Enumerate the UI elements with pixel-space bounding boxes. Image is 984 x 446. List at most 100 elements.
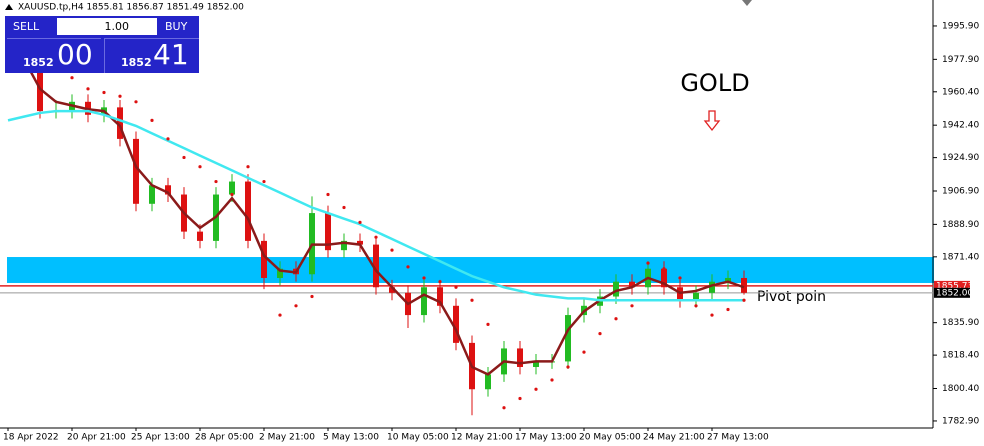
lot-value: 1.00 [104, 20, 130, 33]
symbol-header: XAUUSD.tp,H4 1855.81 1856.87 1851.49 185… [18, 3, 244, 13]
y-tick-label: 1871.40 [942, 252, 979, 262]
y-tick-label: 1924.90 [942, 153, 979, 163]
y-tick-label: 1977.90 [942, 55, 979, 65]
y-tick-label: 1800.40 [942, 384, 979, 394]
x-tick-label: 5 May 13:00 [323, 433, 379, 443]
x-tick-label: 20 Apr 21:00 [67, 433, 126, 443]
candle-body [565, 315, 571, 362]
lot-input[interactable]: 1.00 [57, 18, 157, 35]
y-tick-label: 1835.90 [942, 318, 979, 328]
candle-body [357, 240, 363, 245]
sar-dot [646, 261, 650, 265]
sar-dot [502, 406, 506, 410]
y-tick-label: 1906.90 [942, 187, 979, 197]
sar-dot [182, 155, 186, 160]
sar-dot [134, 100, 138, 104]
sar-dot [358, 220, 362, 224]
sar-dot [566, 365, 570, 369]
sar-dot [518, 396, 522, 401]
candle-body [693, 292, 699, 301]
candle-body [149, 185, 155, 204]
y-tick-label: 1942.40 [942, 121, 979, 131]
x-tick-label: 10 May 05:00 [387, 433, 449, 443]
candle-body [341, 240, 347, 251]
bid-box[interactable]: 1852 00 [7, 38, 101, 73]
sar-dot [214, 179, 218, 184]
sar-dot [486, 322, 490, 326]
sar-dot [598, 332, 602, 336]
sar-dot [166, 137, 170, 141]
y-tick-label: 1995.90 [942, 21, 979, 31]
sar-dot [118, 94, 122, 98]
level-label-box [934, 287, 970, 298]
annotation-pivot: Pivot poin [757, 289, 826, 305]
sar-dot [102, 90, 106, 95]
candle-body [437, 287, 443, 306]
candle-body [629, 281, 635, 288]
ask-main: 1852 [121, 56, 152, 69]
candle-body [485, 374, 491, 390]
bid-pips: 00 [57, 38, 93, 71]
candle-body [613, 281, 619, 297]
candle-body [453, 305, 459, 343]
candle-body [421, 287, 427, 316]
moving-average [7, 109, 744, 302]
sar-dot [390, 248, 394, 252]
sar-dot [374, 235, 378, 239]
sar-dot [406, 265, 410, 269]
x-tick-label: 27 May 13:00 [707, 433, 769, 443]
sar-dot [742, 298, 746, 302]
x-tick-label: 28 Apr 05:00 [195, 433, 254, 443]
sar-dot [470, 298, 474, 302]
sar-dot [326, 192, 330, 197]
candle-body [741, 277, 747, 293]
y-tick-label: 1818.40 [942, 351, 979, 361]
candle-body [517, 348, 523, 367]
sar-dot [246, 165, 250, 169]
candle-body [709, 281, 715, 293]
sell-button[interactable]: SELL [13, 20, 40, 33]
sar-dot [694, 304, 698, 308]
sar-dot [614, 317, 618, 321]
sar-dot [726, 307, 730, 312]
candle-body [229, 181, 235, 195]
bid-main: 1852 [23, 56, 54, 69]
ask-box[interactable]: 1852 41 [104, 38, 199, 73]
candle-body [533, 361, 539, 367]
level-label: 1852.00 [936, 288, 973, 298]
ask-pips: 41 [153, 38, 189, 71]
sar-dot [262, 179, 266, 184]
sar-dot [86, 87, 90, 91]
sar-dot [662, 267, 666, 271]
moving-average [7, 45, 745, 376]
sar-dot [70, 76, 74, 80]
sar-dot [310, 294, 314, 299]
sar-dot [294, 304, 298, 308]
candle-body [661, 268, 667, 288]
sar-dot [230, 192, 234, 197]
x-tick-label: 12 May 21:00 [451, 433, 513, 443]
candle-body [277, 268, 283, 278]
sar-dot [278, 313, 282, 317]
level-label-box [934, 280, 970, 291]
header-icon [5, 4, 13, 10]
sar-dot [678, 276, 682, 280]
x-tick-label: 2 May 21:00 [259, 433, 315, 443]
candle-body [373, 244, 379, 288]
y-tick-label: 1782.90 [942, 416, 979, 426]
candle-body [725, 277, 731, 282]
candle-body [325, 213, 331, 251]
sar-dot [422, 276, 426, 280]
pivot-zone [7, 257, 934, 283]
sar-dot [150, 118, 154, 122]
candle-body [117, 107, 123, 139]
sar-dot [630, 304, 634, 308]
down-arrow [703, 110, 721, 132]
buy-button[interactable]: BUY [165, 20, 188, 33]
candle-body [389, 287, 395, 293]
sar-dot [550, 378, 554, 382]
sar-dot [710, 313, 714, 317]
x-tick-label: 24 May 21:00 [643, 433, 705, 443]
sar-dot [534, 387, 538, 391]
